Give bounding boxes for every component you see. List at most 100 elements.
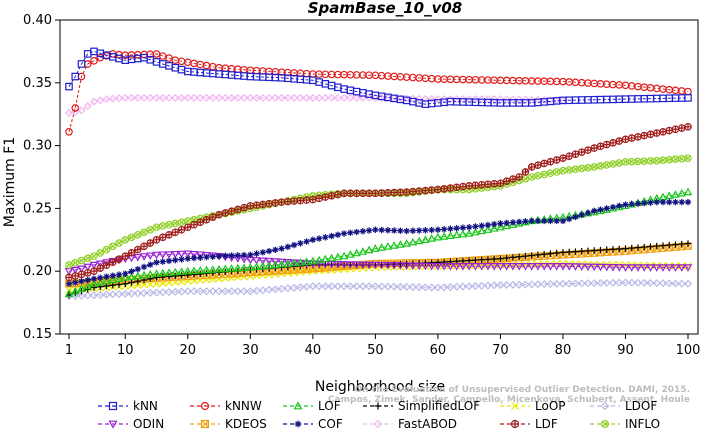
marker-ldof: [208, 287, 217, 296]
y-tick-label: 0.25: [23, 201, 52, 216]
marker-cof: [234, 252, 242, 259]
marker-fastabod: [496, 95, 505, 104]
marker-lof: [433, 232, 443, 241]
marker-simplifiedlof: [128, 279, 135, 286]
marker-odin: [246, 256, 255, 265]
x-tick-label: 100: [676, 343, 701, 358]
marker-ldf: [540, 160, 548, 167]
legend-marker: [600, 401, 610, 411]
plot-area-frame: [59, 19, 699, 335]
legend: kNN kNNW LOF SimplifiedLOF LoOP LDOF ODIN KDEOS…: [98, 399, 660, 431]
marker-ldof: [446, 282, 455, 292]
marker-lof: [183, 266, 193, 275]
marker-ldf: [184, 224, 191, 231]
marker-ldf: [453, 184, 460, 191]
marker-inflo: [641, 158, 647, 164]
marker-knn: [152, 58, 161, 66]
legend-label: kNNW: [225, 399, 262, 413]
marker-lof: [171, 267, 180, 276]
marker-ldof: [83, 291, 92, 300]
marker-lof: [333, 252, 343, 261]
marker-ldf: [340, 190, 348, 197]
marker-odin: [414, 262, 424, 271]
marker-knnw: [158, 52, 167, 60]
marker-ldf: [465, 182, 473, 189]
marker-ldf: [240, 204, 248, 211]
marker-ldf: [684, 123, 692, 130]
marker-ldof: [139, 289, 149, 298]
marker-inflo: [572, 166, 579, 172]
marker-odin: [389, 262, 399, 270]
marker-cof: [403, 227, 410, 235]
marker-cof: [572, 213, 579, 221]
marker-cof: [84, 276, 91, 284]
marker-odin: [508, 263, 518, 271]
marker-ldof: [615, 278, 624, 287]
marker-fastabod: [396, 94, 405, 103]
x-tick-label: 90: [617, 343, 634, 358]
marker-odin: [383, 262, 393, 270]
marker-inflo: [579, 165, 585, 172]
marker-inflo: [647, 158, 654, 164]
marker-simplifiedlof: [465, 257, 473, 264]
marker-cof: [178, 256, 185, 263]
marker-ldof: [89, 291, 99, 300]
marker-ldf: [678, 124, 685, 132]
marker-ldof: [683, 279, 693, 288]
marker-odin: [177, 250, 186, 259]
marker-ldof: [633, 278, 643, 287]
marker-ldof: [233, 287, 242, 296]
marker-cof: [347, 229, 354, 236]
marker-lof: [133, 271, 142, 280]
marker-ldof: [271, 285, 280, 294]
marker-fastabod: [177, 93, 186, 102]
marker-cof: [115, 271, 123, 278]
marker-ldf: [591, 144, 598, 152]
axes: 1 10 20 30 40 50 60 70 80 90 100 0.15 0.20 0.25 0.30 0.…: [23, 13, 700, 358]
marker-lof: [246, 262, 255, 271]
marker-lof: [477, 226, 486, 235]
marker-cof: [334, 231, 342, 238]
marker-lof: [427, 234, 436, 242]
marker-ldf: [347, 190, 354, 197]
marker-cof: [659, 198, 667, 206]
marker-inflo: [172, 220, 178, 227]
marker-ldf: [603, 141, 610, 148]
marker-fastabod: [258, 93, 267, 102]
marker-odin: [464, 263, 474, 271]
marker-knnw: [65, 127, 73, 136]
marker-inflo: [128, 234, 135, 240]
marker-ldof: [565, 279, 574, 288]
watermark-authors: Campos, Zimek, Sander, Campello, Micenko…: [328, 395, 690, 405]
marker-ldof: [383, 282, 392, 291]
marker-cof: [222, 252, 229, 260]
marker-ldof: [508, 280, 517, 289]
marker-odin: [627, 264, 636, 272]
marker-inflo: [66, 262, 72, 268]
marker-cof: [265, 247, 273, 255]
marker-simplifiedlof: [591, 247, 598, 254]
marker-odin: [64, 268, 74, 276]
marker-ldf: [622, 136, 629, 143]
marker-odin: [133, 253, 142, 262]
marker-ldof: [258, 286, 267, 295]
marker-inflo: [604, 162, 610, 168]
marker-ldof: [590, 279, 599, 288]
chart-title: SpamBase_10_v08: [308, 0, 462, 17]
marker-odin: [196, 251, 205, 260]
marker-ldf: [72, 272, 79, 280]
marker-inflo: [160, 223, 166, 229]
marker-inflo: [178, 219, 185, 225]
marker-odin: [433, 263, 443, 271]
marker-simplifiedlof: [90, 284, 98, 291]
marker-loop: [678, 262, 686, 270]
marker-ldof: [640, 278, 649, 287]
marker-simplifiedlof: [540, 251, 548, 258]
marker-knnw: [71, 104, 80, 112]
watermark-citation: On the Evaluation of Unsupervised Outlie…: [355, 385, 690, 395]
marker-lof: [377, 243, 386, 251]
marker-lof: [264, 261, 274, 269]
marker-cof: [247, 251, 254, 259]
marker-lof: [233, 263, 243, 272]
marker-ldof: [240, 287, 249, 296]
